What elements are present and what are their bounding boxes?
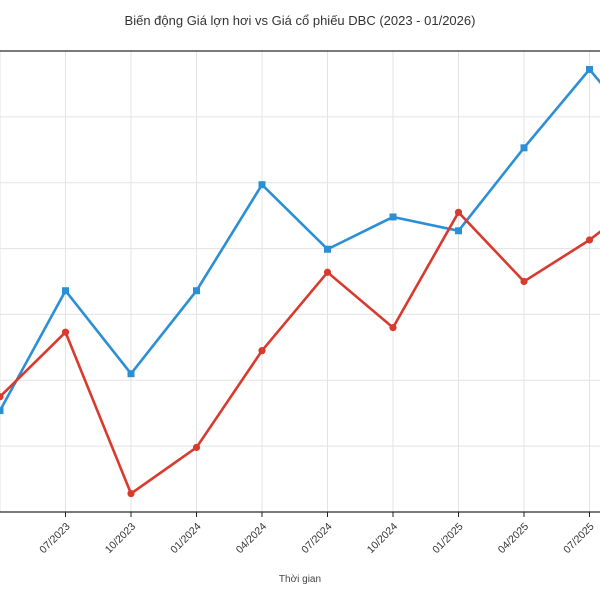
series-1-point [586,65,593,73]
series-line-1 [0,67,600,412]
series-line-2 [0,210,600,496]
series-2-point [454,208,463,216]
x-tick-label: 07/2023 [37,520,72,555]
x-tick-labels: 07/2023 10/2023 01/2024 04/2024 07/2024 10/20… [37,512,597,556]
series-2-point [192,443,201,452]
series-2-point [127,489,135,498]
series-layer [0,65,600,498]
x-tick-label: 04/2024 [234,520,269,555]
x-tick-label: 07/2024 [299,520,334,555]
chart-title: Biến động Giá lợn hơi vs Giá cổ phiếu DB… [125,13,476,28]
grid [0,51,600,513]
x-tick-label: 01/2024 [168,520,203,555]
series-2-point [61,328,70,336]
series-2-point [0,393,4,401]
x-axis-label: Thời gian [279,574,321,585]
series-1-point [389,213,397,221]
series-2-point [585,236,594,244]
x-tick-label: 07/2025 [561,520,596,555]
series-1-point [193,287,200,295]
series-2-point [389,324,397,332]
series-2-point [258,347,266,355]
x-tick-label: 04/2025 [496,520,531,555]
series-2-point [520,277,528,286]
plot-frame [0,50,600,513]
series-1-point [127,370,135,378]
series-1-point [324,245,331,253]
series-2-point [323,268,332,276]
x-tick-label: 10/2024 [365,520,400,555]
series-1-point [0,407,4,415]
series-1-point [258,181,266,189]
series-1-point [520,144,528,152]
x-tick-label: 01/2025 [430,520,465,555]
series-1-point [455,227,462,235]
series-1-point [62,287,69,295]
x-tick-label: 10/2023 [103,520,138,555]
